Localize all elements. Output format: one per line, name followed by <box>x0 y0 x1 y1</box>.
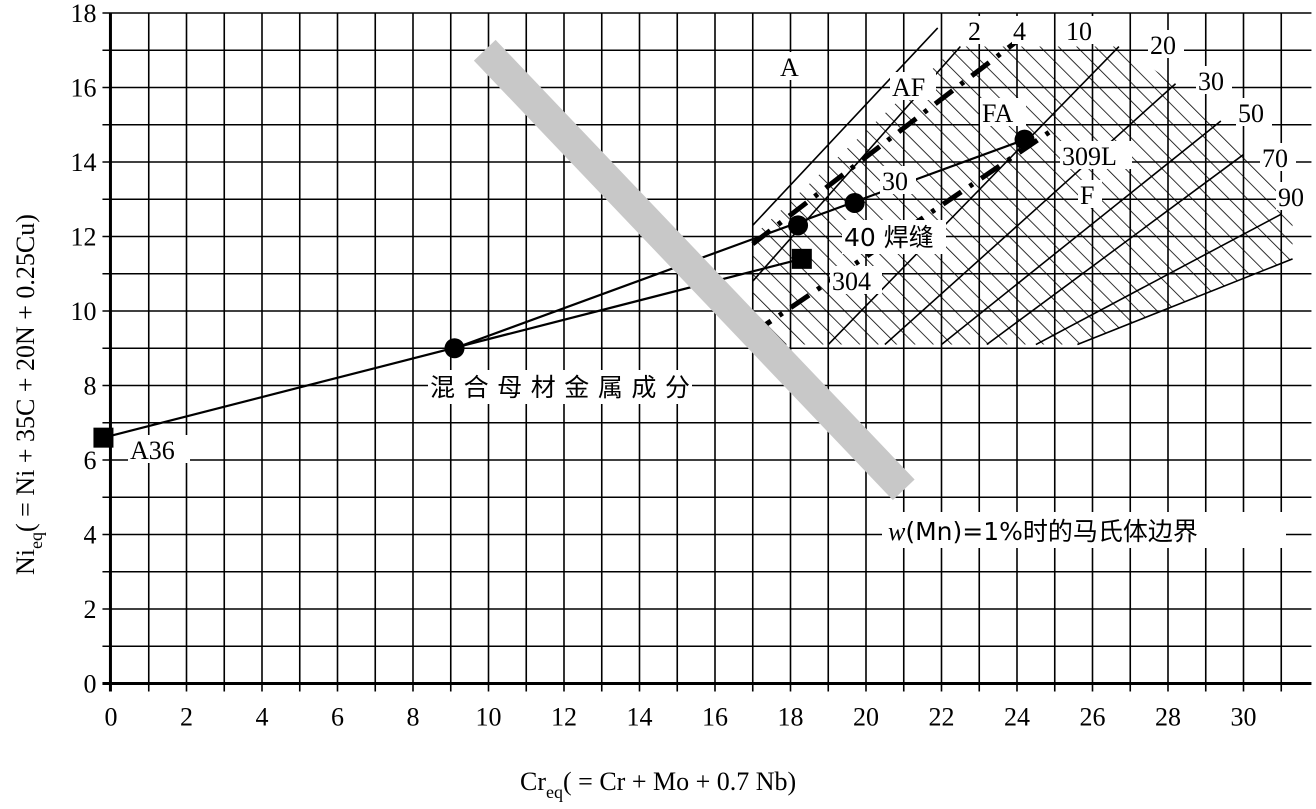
x-tick-label: 12 <box>551 703 577 732</box>
fn-line-0 <box>752 27 939 226</box>
fn-label: 50 <box>1238 99 1264 128</box>
y-tick-label: 18 <box>70 0 96 28</box>
fn-label: 30 <box>1198 67 1224 96</box>
ferrite-number-lines <box>751 27 1293 346</box>
point-309L <box>1014 129 1035 150</box>
region-label-fa: FA <box>982 99 1014 128</box>
tick-labels: 0 2 4 6 8 10 12 14 16 18 20 22 24 26 28 300246810121416… <box>70 0 1256 732</box>
fn-label: 90 <box>1278 183 1304 212</box>
point-weld-40 <box>788 215 809 236</box>
x-tick-label: 2 <box>180 703 193 732</box>
fn-label: 4 <box>1013 17 1026 46</box>
fn-line-100 <box>1077 258 1293 346</box>
point-label-a36: A36 <box>130 436 175 465</box>
y-tick-label: 12 <box>70 223 96 252</box>
fn-label: 70 <box>1262 144 1288 173</box>
fn-line-50 <box>941 120 1222 346</box>
martensite-boundary-band <box>473 39 915 501</box>
fn-line-70 <box>986 153 1244 346</box>
fn-label: 10 <box>1066 17 1092 46</box>
x-tick-label: 8 <box>407 703 420 732</box>
data-points <box>93 129 1035 448</box>
y-tick-label: 2 <box>83 595 96 624</box>
region-labels: A AF FA F <box>776 52 1102 210</box>
x-tick-label: 14 <box>627 703 653 732</box>
x-tick-label: 20 <box>853 703 879 732</box>
point-A36 <box>93 427 114 448</box>
x-tick-label: 4 <box>256 703 269 732</box>
y-tick-label: 8 <box>83 372 96 401</box>
x-tick-label: 0 <box>105 703 118 732</box>
region-label-a: A <box>780 53 799 82</box>
region-label-af: AF <box>892 73 925 102</box>
point-labels: A36 混合母材金属成分 304 309L 40 焊缝 30 <box>128 141 1132 465</box>
point-label-304: 304 <box>832 267 871 296</box>
point-label-309l: 309L <box>1062 142 1117 171</box>
x-tick-label: 26 <box>1080 703 1106 732</box>
y-tick-label: 10 <box>70 297 96 326</box>
y-tick-label: 6 <box>83 446 96 475</box>
x-axis-title: Creq( = Cr + Mo + 0.7 Nb) <box>520 767 796 802</box>
x-tick-label: 28 <box>1155 703 1181 732</box>
fn-labels: 2 4 10 20 30 50 70 90 <box>966 16 1312 212</box>
y-axis-title: Nieq( = Ni + 35C + 20N + 0.25Cu) <box>11 214 46 575</box>
point-weld-30 <box>844 192 865 213</box>
point-label-weld-40: 40 焊缝 <box>844 223 934 252</box>
fn-line-20 <box>827 45 1120 346</box>
ferrite-hatch-region <box>752 46 1293 345</box>
y-tick-label: 16 <box>70 74 96 103</box>
y-tick-label: 0 <box>83 670 96 699</box>
fn-line-10 <box>751 126 1057 336</box>
x-tick-label: 6 <box>331 703 344 732</box>
x-tick-label: 16 <box>702 703 728 732</box>
fn-line-30 <box>884 83 1177 346</box>
x-tick-label: 24 <box>1004 703 1030 732</box>
x-tick-label: 18 <box>778 703 804 732</box>
point-304 <box>791 248 812 269</box>
y-tick-label: 14 <box>70 148 96 177</box>
tie-line <box>454 138 1025 350</box>
x-tick-label: 10 <box>476 703 502 732</box>
y-tick-label: 4 <box>83 521 96 550</box>
point-mixed-base-metal <box>444 338 465 359</box>
martensite-boundary-label: w(Mn)=1%时的马氏体边界 <box>888 517 1198 546</box>
point-label-weld-30: 30 <box>882 167 908 196</box>
fn-line-90 <box>1035 213 1282 346</box>
x-tick-label: 22 <box>929 703 955 732</box>
fn-line-4 <box>751 33 1027 246</box>
fn-label: 20 <box>1150 31 1176 60</box>
x-tick-label: 30 <box>1231 703 1257 732</box>
fn-label: 2 <box>968 17 981 46</box>
region-label-f: F <box>1080 181 1094 210</box>
